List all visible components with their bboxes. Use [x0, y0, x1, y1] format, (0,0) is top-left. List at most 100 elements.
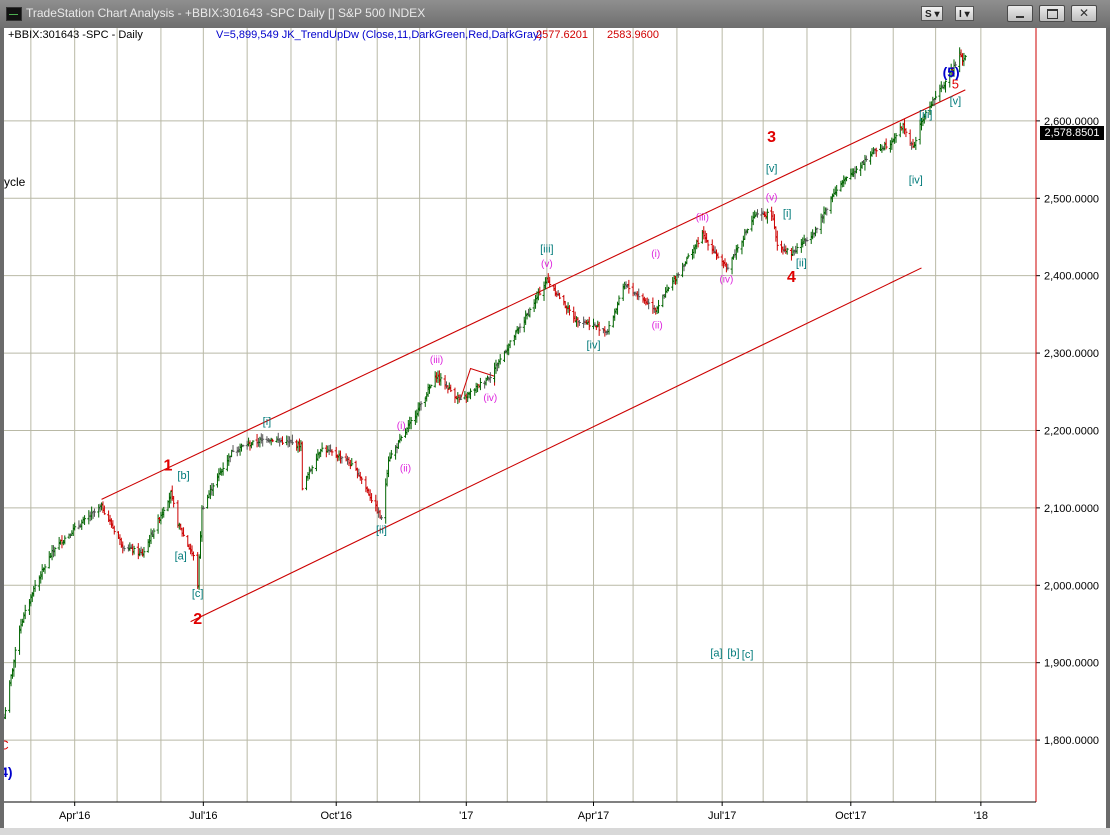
wave-label: (ii) — [400, 464, 411, 475]
price-bar — [746, 228, 750, 234]
price-bar — [498, 354, 502, 365]
price-bar — [805, 237, 809, 242]
price-bar — [686, 253, 690, 258]
price-bar — [696, 236, 700, 248]
y-tick-label: 2,400.0000 — [1044, 271, 1099, 283]
price-bar — [83, 515, 87, 525]
y-tick-label: 2,300.0000 — [1044, 348, 1099, 360]
wave-label: [i] — [783, 208, 792, 220]
price-bar — [271, 438, 275, 443]
x-tick-label: Jul'17 — [708, 810, 736, 822]
price-bar — [261, 434, 265, 447]
price-bar — [944, 80, 948, 93]
close-button[interactable]: ✕ — [1071, 5, 1097, 22]
close-icon: ✕ — [1078, 6, 1090, 20]
price-bar — [508, 340, 512, 349]
price-bar — [172, 495, 176, 508]
price-bar — [201, 506, 205, 510]
window-title: TradeStation Chart Analysis - +BBIX:3016… — [26, 6, 426, 20]
price-bar — [340, 455, 344, 464]
price-bar — [884, 138, 888, 150]
wave-label: [i] — [263, 416, 272, 428]
price-chart[interactable]: 1,800.0000 1,900.0000 2,000.0000 2,100.0000… — [4, 28, 1106, 828]
price-bar — [845, 176, 849, 182]
interval-link-i-button[interactable]: I ▾ — [955, 6, 974, 21]
price-bar — [419, 401, 423, 411]
price-bar — [914, 136, 918, 150]
scroll-strip[interactable] — [0, 828, 1110, 835]
maximize-button[interactable] — [1039, 5, 1065, 22]
price-bar — [142, 546, 146, 558]
wave-label: (iv) — [483, 393, 497, 404]
price-bar — [429, 384, 433, 388]
wave-label: 5 — [952, 76, 959, 91]
price-bar — [320, 442, 324, 453]
price-bar — [370, 493, 374, 504]
channel-line — [101, 89, 966, 500]
price-bar — [73, 522, 77, 531]
wave-label: [iii] — [919, 109, 932, 121]
x-tick-label: Apr'17 — [578, 810, 609, 822]
price-bar — [558, 292, 562, 300]
price-bar — [647, 298, 651, 310]
x-tick-label: Jul'16 — [189, 810, 217, 822]
price-bar — [756, 209, 760, 218]
wave-label: (i) — [397, 421, 406, 432]
grid — [4, 28, 1036, 802]
price-bar — [874, 147, 878, 157]
wave-label: (iv) — [719, 275, 733, 286]
price-bar — [593, 322, 597, 327]
x-tick-label: '18 — [974, 810, 988, 822]
s-dropdown-icon: ▾ — [934, 9, 940, 20]
wave-labels: (4) C 1 [b] [a] [c] 2 [i] [ii] (i) (ii) (iii) (iv) (v… — [4, 64, 961, 780]
price-bar — [469, 388, 473, 400]
y-tick-label: 2,000.0000 — [1044, 580, 1099, 592]
price-bar — [587, 316, 591, 331]
price-bar — [350, 458, 354, 466]
wave-label: 2 — [193, 611, 202, 628]
last-price-marker: 2,578.8501 — [1040, 126, 1104, 140]
wave-label: [c] — [742, 649, 754, 661]
price-bar — [716, 252, 720, 259]
wave-label: [iii] — [540, 243, 553, 255]
chart-area[interactable]: 1,800.0000 1,900.0000 2,000.0000 2,100.0000… — [4, 28, 1106, 828]
price-bar — [221, 462, 225, 476]
x-tick-label: '17 — [459, 810, 473, 822]
y-tick-label: 1,800.0000 — [1044, 735, 1099, 747]
price-bar — [518, 323, 522, 333]
price-bar — [13, 646, 17, 668]
y-tick-label: 2,200.0000 — [1044, 425, 1099, 437]
price-bar — [904, 128, 908, 138]
wave-label: [iv] — [909, 175, 923, 187]
price-bar — [478, 377, 482, 391]
symbol-link-s-button[interactable]: S ▾ — [921, 6, 944, 21]
wave-label: (v) — [766, 193, 778, 204]
wave-label: [a] — [710, 647, 722, 659]
price-bar — [92, 508, 96, 517]
price-bar — [932, 98, 936, 107]
wave-label: (ii) — [652, 320, 663, 331]
price-bar — [428, 384, 432, 394]
i-dropdown-icon: ▾ — [964, 9, 970, 20]
wave-label: [v] — [950, 96, 962, 108]
price-bar — [360, 476, 364, 485]
price-bar — [459, 394, 463, 401]
minimize-button[interactable] — [1007, 5, 1033, 22]
wave-label: [ii] — [376, 524, 387, 536]
price-bar — [300, 441, 304, 491]
price-bar — [963, 54, 967, 61]
wave-label: [c] — [192, 588, 204, 600]
price-bar — [706, 239, 710, 251]
price-bar — [53, 546, 57, 557]
price-bar — [182, 527, 186, 537]
wave-label: [b] — [177, 470, 189, 482]
price-bar — [191, 551, 195, 561]
price-bar — [657, 299, 661, 314]
wave-label: (i) — [651, 249, 660, 260]
wave-label: [iv] — [586, 339, 600, 351]
price-bar — [528, 307, 532, 318]
indicator-value-1: 2577.6201 — [536, 29, 588, 41]
price-bar — [815, 227, 819, 234]
price-bar — [685, 257, 689, 265]
price-bar — [102, 505, 106, 515]
